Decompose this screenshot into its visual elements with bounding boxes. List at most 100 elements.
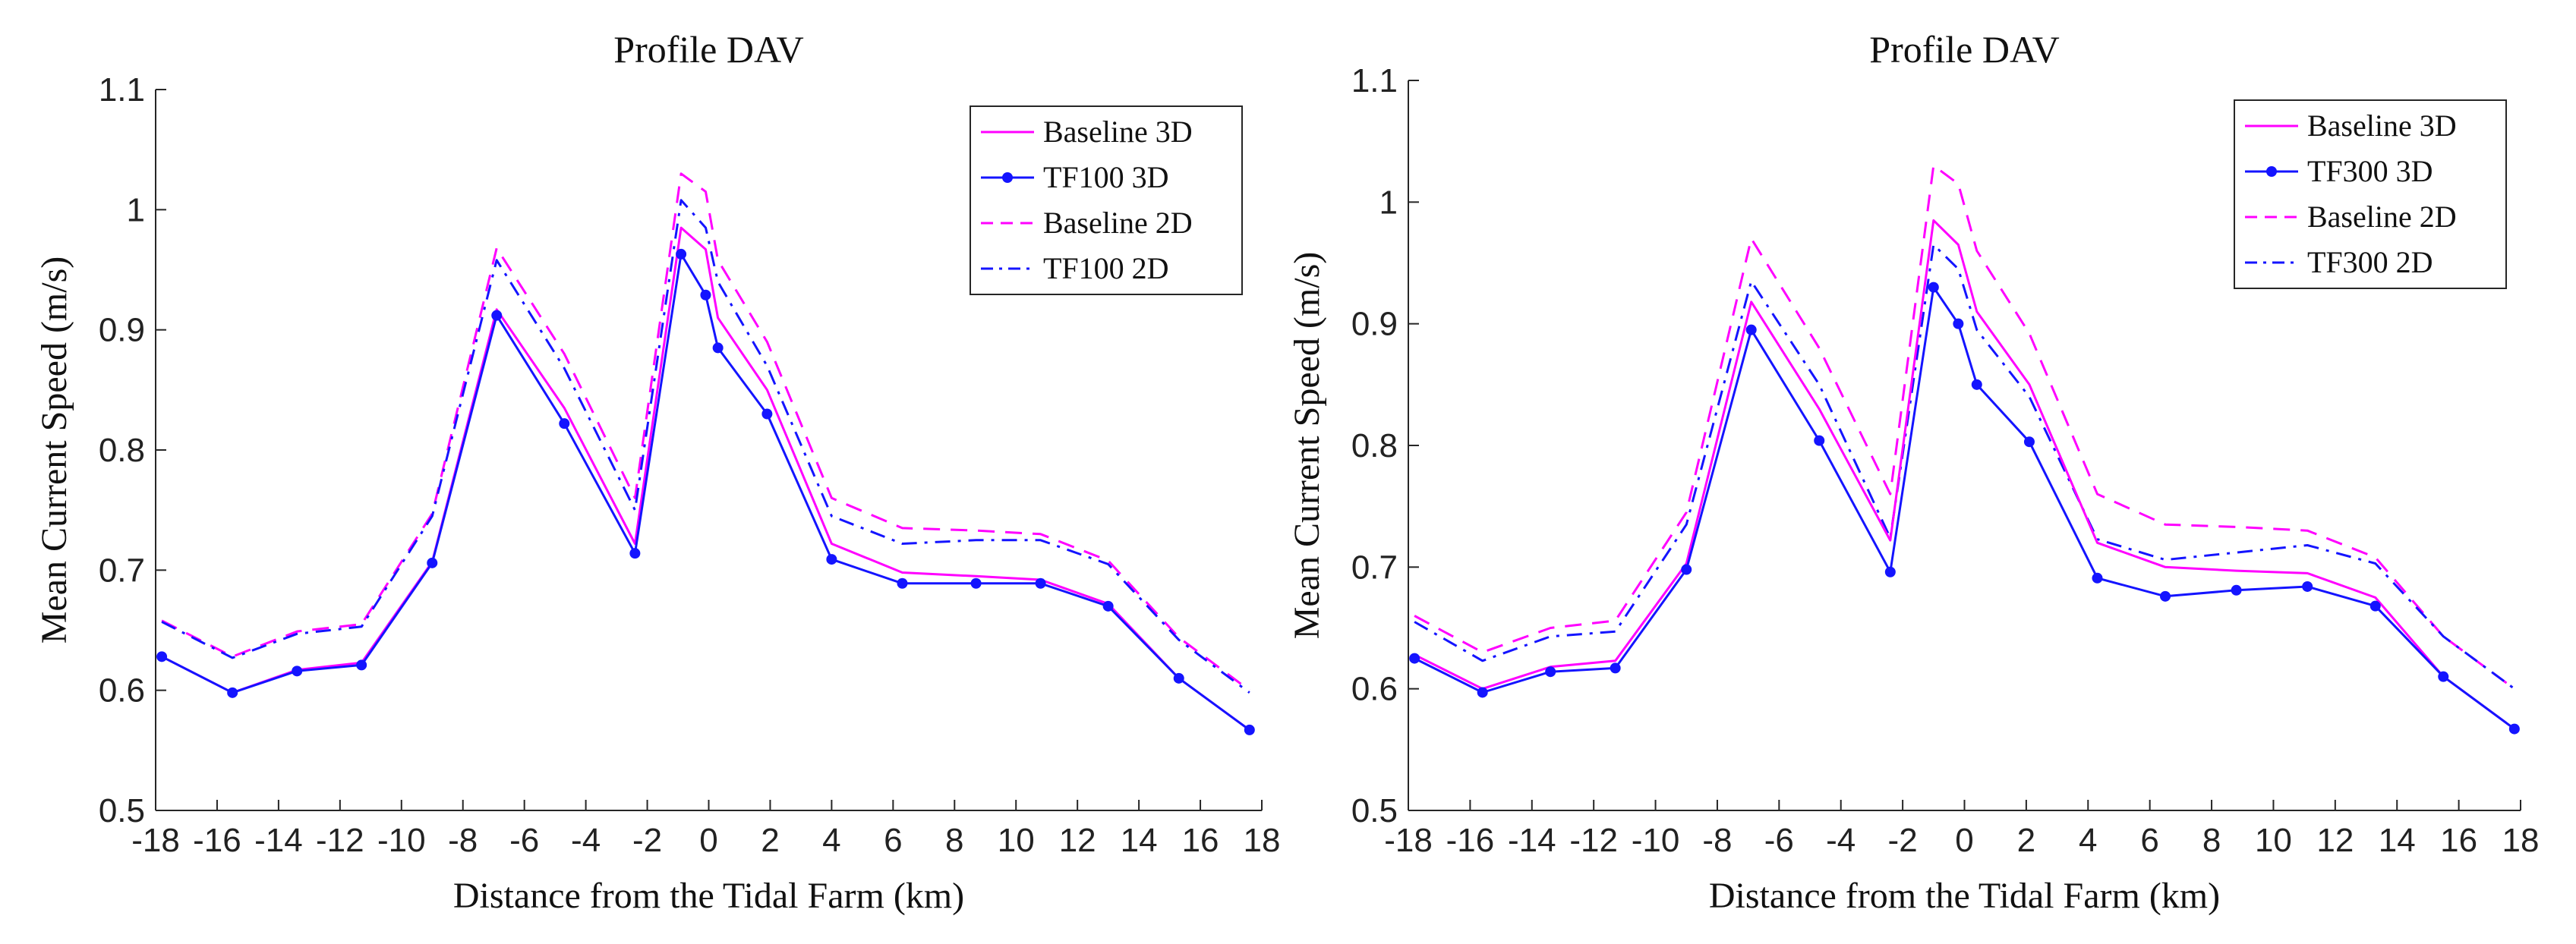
series-line-tf300-3d xyxy=(1414,286,2515,730)
data-point xyxy=(2092,572,2103,584)
y-tick-label: 0.7 xyxy=(99,552,145,589)
legend-box xyxy=(970,105,1243,295)
x-tick-label: 8 xyxy=(2202,822,2221,859)
data-point xyxy=(2023,436,2035,448)
legend-entry-label: TF100 2D xyxy=(1043,251,1169,285)
data-point xyxy=(156,651,168,662)
x-tick-label: -6 xyxy=(1764,822,1794,859)
x-tick-label: 14 xyxy=(2379,822,2416,859)
x-tick-label: -14 xyxy=(254,822,303,859)
legend-entry-label: TF100 3D xyxy=(1043,160,1169,194)
chart-title: Profile DAV xyxy=(1869,28,2059,71)
data-point xyxy=(1814,435,1825,446)
x-tick-label: 0 xyxy=(699,822,717,859)
data-point xyxy=(2231,584,2242,596)
data-point xyxy=(227,687,238,698)
data-point xyxy=(1681,564,1692,575)
x-tick-label: -16 xyxy=(1446,822,1495,859)
data-point xyxy=(1884,566,1896,577)
data-point xyxy=(970,577,982,589)
data-point xyxy=(559,418,570,430)
legend-entry-label: Baseline 3D xyxy=(2307,109,2457,143)
data-point xyxy=(1545,666,1556,678)
x-tick-label: -2 xyxy=(632,822,662,859)
data-point xyxy=(356,659,367,671)
data-point xyxy=(2302,581,2313,592)
series-line-baseline-3d xyxy=(1414,219,2515,730)
x-tick-label: -14 xyxy=(1508,822,1556,859)
data-point xyxy=(491,310,503,321)
data-point xyxy=(629,548,641,559)
x-tick-label: 6 xyxy=(2140,822,2158,859)
x-tick-label: 10 xyxy=(2255,822,2292,859)
data-point xyxy=(761,408,773,420)
data-point xyxy=(2160,590,2171,602)
legend-entry-label: TF300 3D xyxy=(2307,154,2433,188)
data-point xyxy=(1244,724,1255,735)
legend-entry-label: Baseline 3D xyxy=(1043,115,1193,149)
y-tick-label: 1.1 xyxy=(99,71,145,109)
x-tick-label: -6 xyxy=(509,822,539,859)
legend-box xyxy=(2234,99,2507,289)
x-tick-label: -10 xyxy=(1632,822,1680,859)
x-tick-label: 18 xyxy=(1244,822,1281,859)
x-tick-label: 2 xyxy=(2017,822,2035,859)
y-tick-label: 0.6 xyxy=(99,672,145,710)
data-point xyxy=(700,289,711,301)
x-tick-label: -8 xyxy=(448,822,478,859)
data-point xyxy=(1035,577,1046,589)
data-point xyxy=(292,666,303,677)
x-tick-label: 18 xyxy=(2502,822,2540,859)
data-point xyxy=(427,557,438,568)
chart-panel-2: -18 -16 -14 -12 -10 -8 -6 -4 -2 0 2 4 6 8 10 12 14 16 18 0.… xyxy=(1287,28,2539,916)
data-point xyxy=(1928,282,1939,293)
data-point xyxy=(1102,600,1114,612)
data-point xyxy=(676,248,687,260)
x-tick-label: -12 xyxy=(316,822,364,859)
data-point xyxy=(1953,318,1964,329)
data-point xyxy=(712,342,724,354)
x-tick-label: 6 xyxy=(884,822,902,859)
data-point xyxy=(1477,687,1488,698)
data-point xyxy=(2369,600,2381,612)
legend-entry-label: TF300 2D xyxy=(2307,245,2433,279)
x-tick-label: -16 xyxy=(193,822,241,859)
data-point xyxy=(826,554,837,565)
y-tick-label: 1 xyxy=(127,191,145,228)
x-tick-label: 8 xyxy=(945,822,963,859)
series-line-tf100-3d xyxy=(161,253,1250,732)
y-axis-label: Mean Current Speed (m/s) xyxy=(34,256,74,644)
x-tick-label: 12 xyxy=(2316,822,2354,859)
legend-entry-label: Baseline 2D xyxy=(2307,200,2457,234)
series-line-baseline-2d xyxy=(1414,164,2515,690)
x-tick-label: -4 xyxy=(1826,822,1856,859)
y-tick-label: 0.5 xyxy=(1351,792,1398,829)
x-axis-label: Distance from the Tidal Farm (km) xyxy=(453,876,964,916)
data-point xyxy=(2438,671,2449,682)
x-tick-label: -8 xyxy=(1702,822,1732,859)
series-line-baseline-3d xyxy=(161,226,1250,732)
data-point xyxy=(1409,653,1420,664)
legend-entry-label: Baseline 2D xyxy=(1043,206,1193,240)
x-tick-label: -18 xyxy=(131,822,180,859)
x-tick-label: 10 xyxy=(998,822,1035,859)
y-tick-label: 1 xyxy=(1379,184,1398,221)
x-tick-label: -18 xyxy=(1384,822,1433,859)
series-line-tf300-2d xyxy=(1414,244,2515,690)
x-tick-label: 4 xyxy=(2079,822,2097,859)
chart-panel-1: -18 -16 -14 -12 -10 -8 -6 -4 -2 0 2 4 6 8 10 12 14 16 18 0.… xyxy=(34,28,1280,916)
chart-title: Profile DAV xyxy=(613,28,803,71)
x-axis-label: Distance from the Tidal Farm (km) xyxy=(1709,876,2220,916)
y-tick-label: 0.9 xyxy=(1351,306,1398,343)
x-tick-label: 14 xyxy=(1121,822,1158,859)
y-tick-label: 0.8 xyxy=(99,432,145,469)
y-tick-label: 0.6 xyxy=(1351,671,1398,708)
x-tick-label: 12 xyxy=(1059,822,1096,859)
y-axis-label: Mean Current Speed (m/s) xyxy=(1287,252,1327,640)
data-point xyxy=(1971,379,1982,390)
data-point xyxy=(897,577,908,589)
y-tick-label: 1.1 xyxy=(1351,62,1398,99)
x-tick-label: -12 xyxy=(1569,822,1618,859)
legend: Baseline 3D TF100 3D Baseline 2D TF100 2D xyxy=(970,105,1243,295)
x-tick-label: 0 xyxy=(1955,822,1973,859)
